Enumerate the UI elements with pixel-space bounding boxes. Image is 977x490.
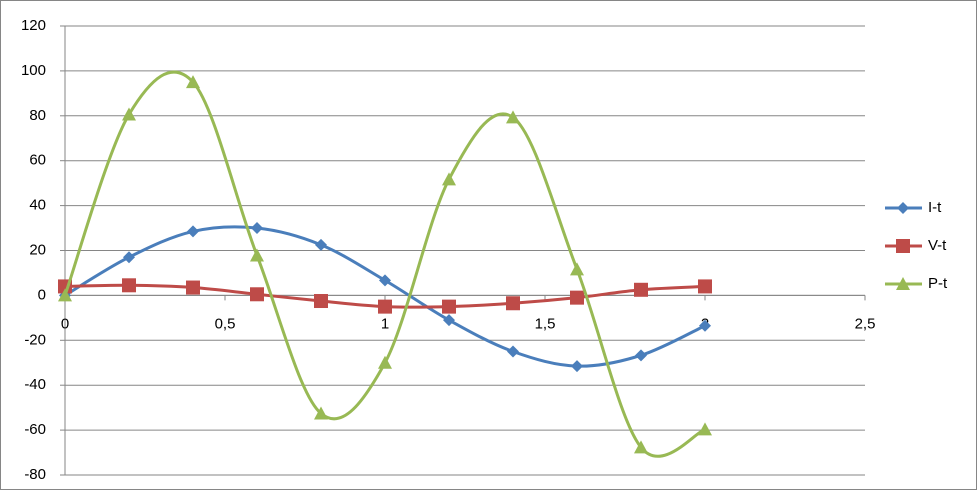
- marker: [506, 110, 520, 124]
- legend-marker: [896, 277, 910, 290]
- marker: [442, 299, 456, 314]
- y-tick-label: -60: [24, 421, 46, 438]
- y-tick-label: 120: [21, 17, 46, 34]
- marker: [123, 251, 135, 264]
- marker: [251, 222, 263, 235]
- marker: [379, 274, 391, 287]
- marker: [634, 440, 648, 454]
- marker: [122, 107, 136, 121]
- y-tick-label: 20: [29, 241, 46, 258]
- x-tick-label: 1,5: [535, 315, 556, 332]
- marker: [315, 238, 327, 251]
- marker: [187, 225, 199, 238]
- marker: [378, 299, 392, 314]
- marker: [122, 278, 136, 293]
- legend-label: V-t: [928, 237, 947, 254]
- y-tick-label: -40: [24, 376, 46, 393]
- marker: [506, 296, 520, 311]
- marker: [378, 355, 392, 369]
- y-tick-label: 40: [29, 197, 46, 214]
- marker: [186, 75, 200, 89]
- legend-marker: [897, 202, 909, 214]
- x-tick-label: 1: [381, 315, 389, 332]
- x-tick-label: 0,5: [215, 315, 236, 332]
- marker: [571, 360, 583, 373]
- marker: [698, 422, 712, 436]
- marker: [314, 294, 328, 309]
- x-tick-label: 0: [61, 315, 69, 332]
- marker: [443, 314, 455, 327]
- y-tick-label: -20: [24, 331, 46, 348]
- marker: [314, 406, 328, 420]
- marker: [635, 349, 647, 362]
- legend-label: I-t: [928, 199, 942, 216]
- marker: [698, 279, 712, 294]
- marker: [634, 282, 648, 297]
- marker: [58, 288, 72, 302]
- y-tick-label: 60: [29, 152, 46, 169]
- marker: [570, 262, 584, 276]
- legend-marker: [896, 239, 910, 253]
- marker: [442, 172, 456, 186]
- marker: [250, 248, 264, 262]
- marker: [570, 290, 584, 305]
- y-tick-label: 100: [21, 62, 46, 79]
- x-tick-label: 2,5: [855, 315, 876, 332]
- marker: [507, 345, 519, 358]
- marker: [699, 319, 711, 332]
- legend-label: P-t: [928, 275, 948, 292]
- y-tick-label: 80: [29, 107, 46, 124]
- y-tick-label: 0: [38, 286, 46, 303]
- marker: [250, 287, 264, 302]
- marker: [186, 280, 200, 295]
- y-tick-label: -80: [24, 466, 46, 483]
